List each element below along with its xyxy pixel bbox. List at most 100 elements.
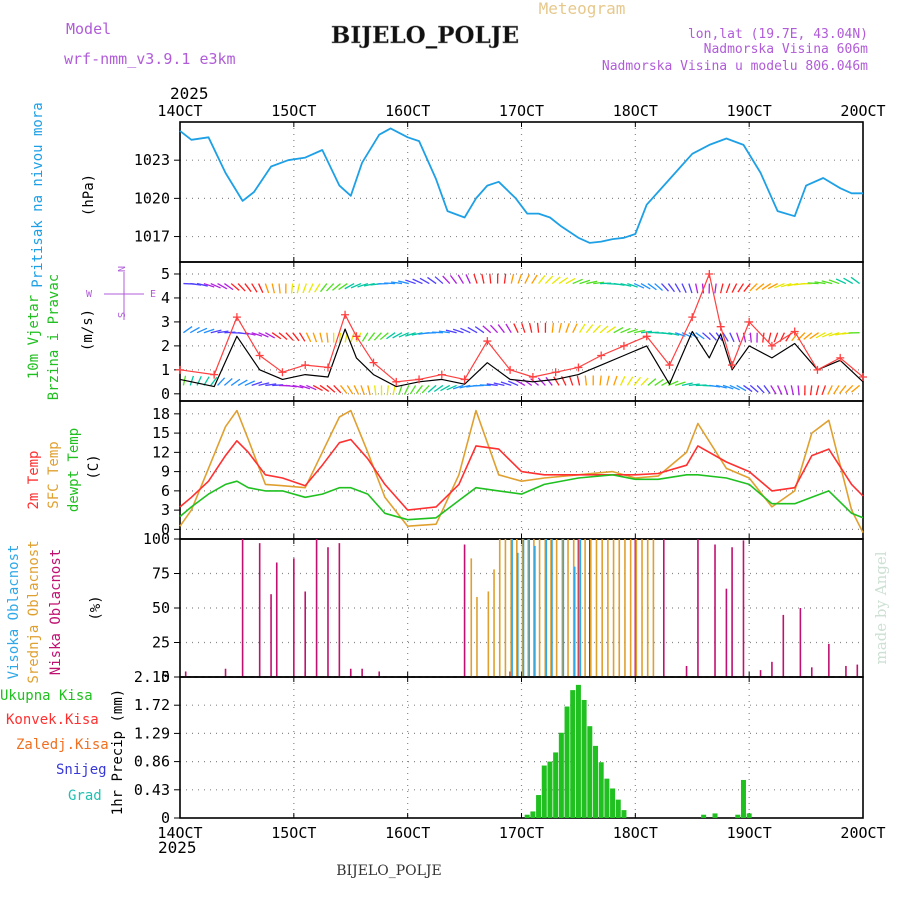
wind-arrow (725, 283, 731, 294)
wind-arrow (189, 375, 195, 386)
panel-pressure: 1017 1020 1023 (134, 121, 864, 263)
y-tick-label: 100 (143, 530, 170, 548)
wind-arrow (661, 283, 670, 292)
wind-arrow (467, 326, 478, 334)
precip-bar (524, 814, 530, 818)
wind-arrow (797, 385, 800, 396)
wind-arrow (493, 382, 505, 387)
wind-ylabel-1: 10m Vjetar (26, 295, 42, 379)
wind-arrow (465, 274, 471, 284)
wind-arrow (661, 379, 672, 386)
wind-arrow (843, 277, 854, 285)
wind-arrow (809, 332, 819, 340)
wind-arrow (405, 279, 416, 285)
wind-arrow (719, 283, 724, 294)
temp-unit: (C) (86, 454, 102, 479)
wind-arrow (244, 380, 255, 387)
wind-arrow (667, 283, 675, 293)
wind-arrow (486, 383, 498, 387)
wind-arrow (438, 330, 450, 334)
precip-bar (610, 788, 616, 818)
gust-marker (352, 332, 361, 341)
wind-arrow (576, 375, 581, 386)
wind-arrow (190, 282, 202, 286)
wind-arrow (503, 273, 507, 284)
wind-arrow (350, 332, 355, 343)
wind-arrow (821, 280, 833, 285)
wind-arrow (217, 330, 229, 334)
precip-bar (558, 732, 564, 818)
wind-arrow (474, 326, 485, 334)
wind-arrow (749, 332, 752, 343)
wind-arrow (230, 283, 240, 291)
wind-arrow (392, 385, 396, 396)
y-tick-label: 9 (161, 463, 170, 481)
wind-arrow (517, 273, 523, 284)
wind-arrow (839, 385, 847, 394)
precip-legend-freezing: Zaledj.Kisa (16, 737, 109, 753)
wind-arrow (767, 332, 772, 343)
wind-arrow (510, 273, 515, 284)
precip-bar (536, 795, 542, 818)
panel-wind: 0 1 2 3 4 5 (161, 261, 867, 403)
wind-arrow (264, 283, 270, 294)
precip-legend-convective: Konvek.Kisa (6, 712, 99, 728)
wind-arrow (271, 332, 282, 340)
wind-arrow (398, 280, 409, 285)
wind-arrow (361, 332, 369, 342)
wind-arrow (223, 378, 233, 386)
wind-arrow (302, 283, 307, 294)
wind-arrow (230, 378, 241, 386)
wind-arrow (489, 324, 499, 334)
wind-ylabel-2: Brzina i Pravac (46, 274, 62, 400)
gust-marker (665, 361, 674, 370)
precip-bar (615, 799, 621, 818)
y-tick-label: 1023 (134, 151, 170, 169)
wind-arrow (647, 283, 657, 291)
wind-arrow (306, 384, 317, 391)
panel-precipitation: 0 0.43 0.86 1.29 1.72 2.15 (134, 668, 864, 827)
x-tick-label-bottom: 18OCT (613, 824, 658, 842)
x-tick-label-bottom: 15OCT (271, 824, 316, 842)
wind-arrow (620, 327, 631, 334)
y-tick-label: 0 (161, 520, 170, 538)
page-title: Meteogram (539, 0, 626, 18)
precip-bar (740, 779, 746, 818)
wind-arrow (326, 384, 336, 393)
wind-arrow (524, 274, 530, 284)
x-tick-label-bottom: 19OCT (727, 824, 772, 842)
wind-arrow (251, 283, 258, 293)
wind-arrow (411, 332, 423, 336)
wind-arrow (702, 332, 711, 341)
wind-arrow (674, 381, 686, 387)
precip-bar (598, 762, 604, 818)
wind-arrow (695, 283, 699, 294)
wind-arrow (392, 332, 403, 339)
wind-arrow (850, 276, 860, 285)
wind-arrow (314, 283, 321, 293)
wind-arrow (431, 331, 443, 334)
wind-arrow (489, 273, 492, 284)
x-tick-label-top: 18OCT (613, 102, 658, 120)
wind-arrow (668, 380, 679, 387)
wind-arrow (640, 283, 651, 290)
wind-arrow (749, 384, 759, 393)
wind-arrow (688, 283, 693, 294)
wind-arrow (285, 384, 297, 388)
y-tick-label: 1 (161, 361, 170, 379)
wind-arrow (271, 283, 276, 294)
y-tick-label: 75 (152, 565, 170, 583)
y-tick-label: 18 (152, 405, 170, 423)
wind-dir-west: W (86, 289, 93, 300)
wind-arrow (774, 282, 785, 289)
y-tick-label: 1.29 (134, 724, 170, 742)
wind-arrow (356, 332, 362, 343)
year-top: 2025 (170, 84, 209, 103)
wind-arrow (521, 323, 526, 333)
wind-arrow (627, 328, 638, 334)
y-tick-label: 3 (161, 313, 170, 331)
wind-arrow (326, 332, 329, 343)
gust-marker (437, 370, 446, 379)
precip-bar (701, 814, 707, 818)
